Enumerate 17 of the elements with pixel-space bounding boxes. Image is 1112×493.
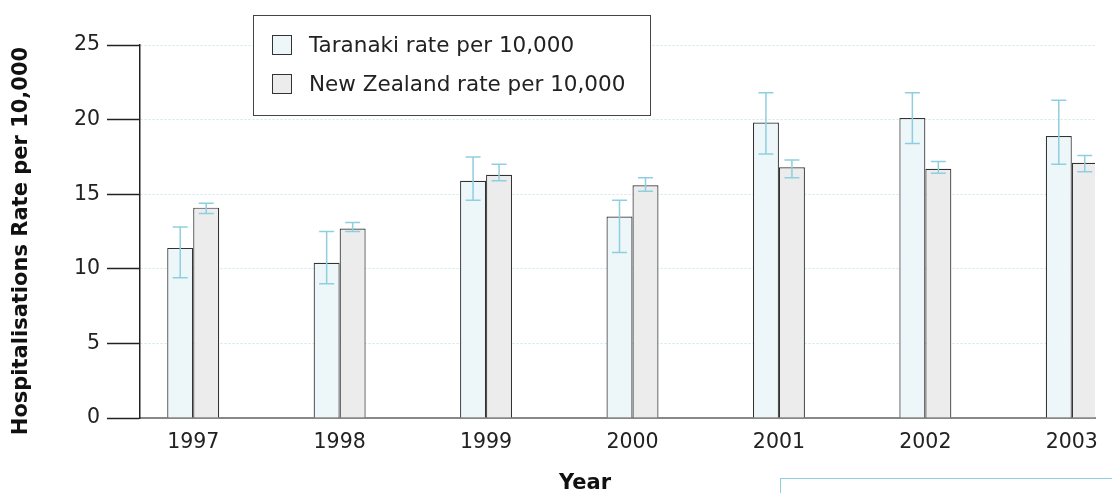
x-tick-label: 2003 <box>1045 428 1098 453</box>
y-tick-label: 0 <box>86 404 100 429</box>
x-tick-label: 2001 <box>752 428 806 453</box>
x-tick-label: 1997 <box>167 428 220 453</box>
y-axis-title: Hospitalisations Rate per 10,000 <box>8 46 32 436</box>
x-tick-label: 1998 <box>313 428 366 453</box>
y-tick-label: 25 <box>73 31 100 56</box>
x-tick-label: 2000 <box>606 428 659 453</box>
x-tick-label: 2002 <box>899 428 952 453</box>
y-tick-label: 15 <box>73 180 100 205</box>
y-tick-label: 10 <box>73 255 100 280</box>
legend-label: New Zealand rate per 10,000 <box>309 71 626 96</box>
legend-label: Taranaki rate per 10,000 <box>309 32 575 57</box>
y-tick-label: 5 <box>86 329 100 354</box>
x-axis-title: Year <box>558 470 612 493</box>
x-tick-label: 1999 <box>459 428 513 453</box>
y-tick-label: 20 <box>73 105 100 130</box>
